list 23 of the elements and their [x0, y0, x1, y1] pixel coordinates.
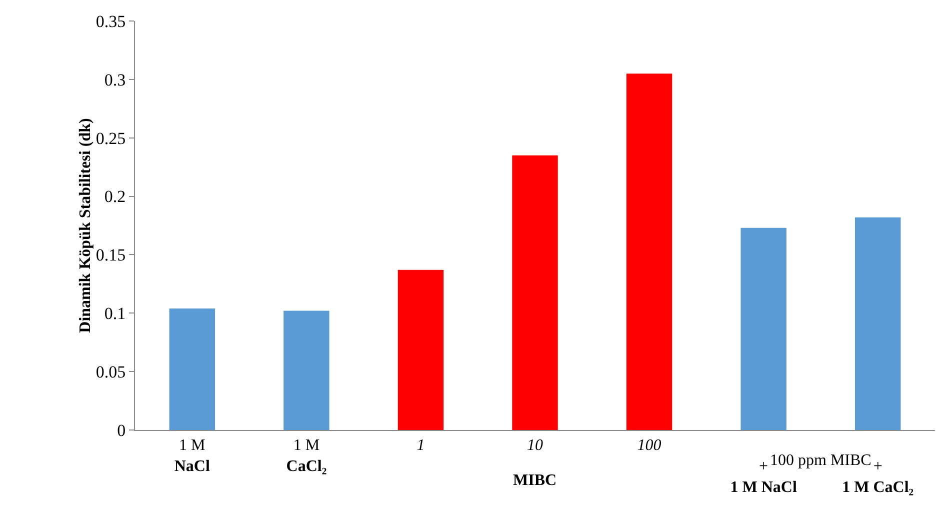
x-tick-label: 100	[637, 437, 662, 454]
bar	[740, 228, 786, 430]
text: MIBC	[513, 472, 557, 489]
x-tick-label: 1 M CaCl₂	[286, 437, 327, 475]
bar	[398, 270, 444, 430]
y-tick-label: 0.3	[104, 70, 126, 90]
x-tick-label: 10	[527, 437, 543, 454]
y-tick-label: 0	[117, 420, 126, 440]
bar	[512, 155, 558, 430]
y-tick-label: 0.1	[104, 304, 126, 324]
y-tick-label: 0.15	[96, 246, 126, 265]
x-tick-label: 1 M NaCl	[174, 437, 210, 475]
y-tick-label: 0.2	[104, 187, 126, 206]
y-axis-title: Dinamik Köpük Stabilitesi (dk)	[76, 118, 94, 333]
x-tick-label: 1	[416, 437, 425, 454]
bar	[284, 310, 330, 430]
bar	[169, 308, 215, 430]
y-tick-label: 0.35	[96, 12, 126, 31]
y-tick-label: 0.25	[96, 128, 126, 148]
bar	[855, 217, 901, 430]
text: 100 ppm MIBC	[770, 452, 872, 469]
y-tick-label: 0.05	[96, 362, 126, 382]
bar	[626, 74, 672, 430]
